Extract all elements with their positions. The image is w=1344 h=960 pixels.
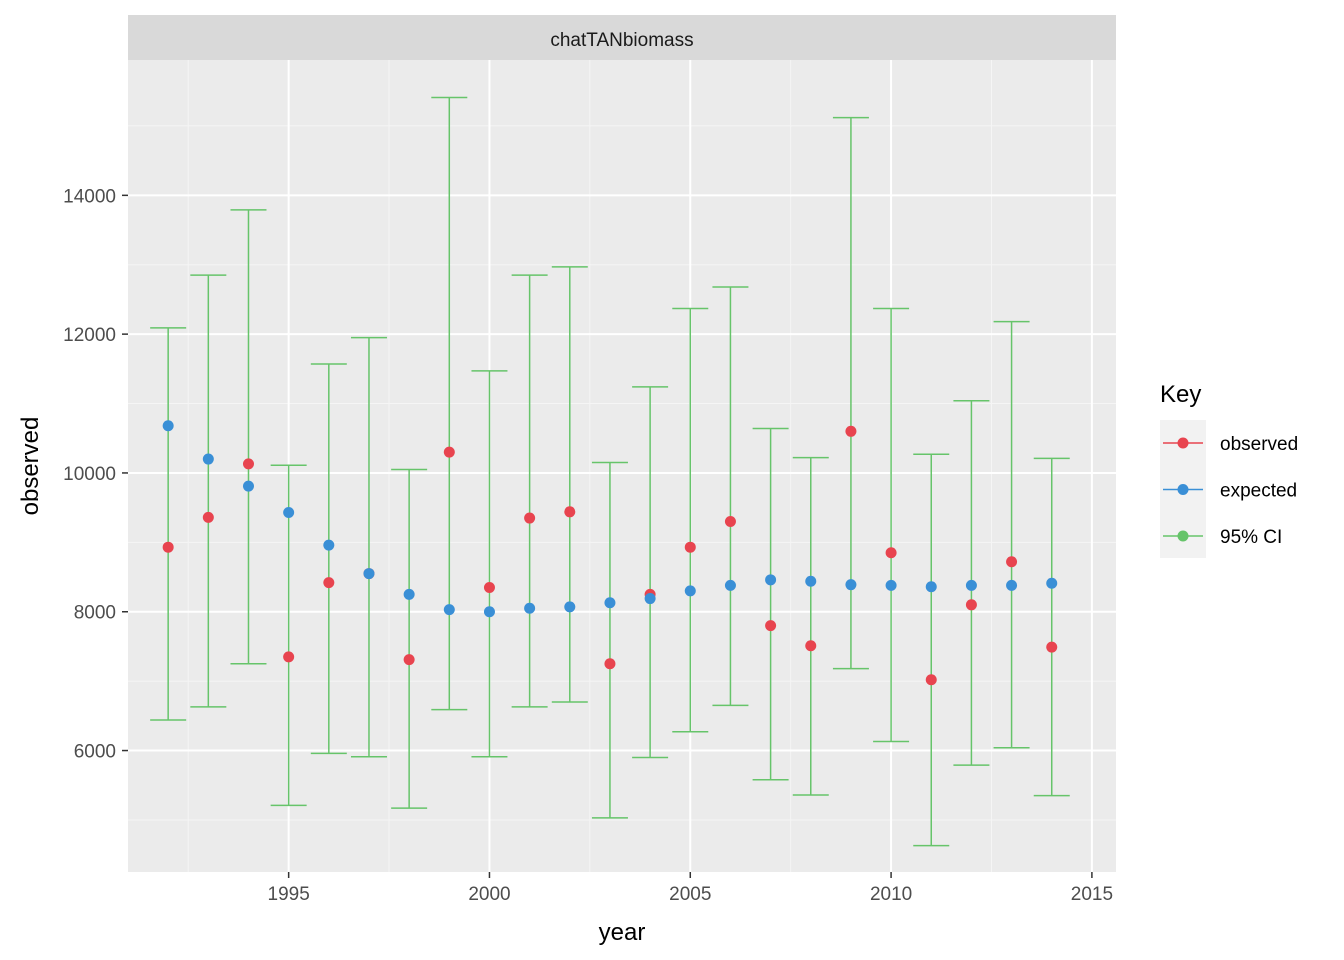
ci-error-bar <box>832 116 869 670</box>
ci-error-bar <box>1033 457 1070 797</box>
expected-point <box>1006 579 1018 591</box>
ci-error-bar <box>471 370 508 758</box>
x-axis-title: year <box>599 919 646 946</box>
expected-point <box>283 506 295 518</box>
observed-point <box>483 581 495 593</box>
ci-error-bar <box>190 274 227 708</box>
ci-error-bar <box>712 286 749 707</box>
observed-point <box>283 651 295 663</box>
expected-point <box>845 579 857 591</box>
ci-error-bar <box>632 386 669 759</box>
ci-error-bar <box>752 427 789 781</box>
observed-point <box>443 446 455 458</box>
expected-point <box>162 420 174 432</box>
y-tick-label: 12000 <box>63 325 116 346</box>
observed-point <box>524 512 536 524</box>
observed-point <box>202 511 214 523</box>
x-tick-label: 2010 <box>870 884 912 905</box>
expected-point <box>765 574 777 586</box>
expected-point <box>363 568 375 580</box>
expected-point <box>564 601 576 613</box>
observed-point <box>403 654 415 666</box>
expected-point <box>443 604 455 616</box>
y-tick-label: 6000 <box>74 742 116 763</box>
observed-point <box>564 506 576 518</box>
observed-point <box>604 658 616 670</box>
legend: Key observed expected 95% CI <box>1160 381 1298 558</box>
expected-point <box>1046 577 1058 589</box>
ci-error-bar <box>230 209 267 665</box>
expected-point <box>965 579 977 591</box>
x-axis: 1995 2000 2005 2010 2015 <box>268 872 1113 905</box>
ci-error-bar <box>270 464 307 807</box>
y-axis-title: observed <box>17 417 44 516</box>
y-axis: 6000 8000 10000 12000 14000 <box>63 186 128 763</box>
x-tick-label: 2000 <box>468 884 510 905</box>
legend-label: observed <box>1220 434 1298 455</box>
observed-point <box>684 541 696 553</box>
legend-title: Key <box>1160 381 1201 408</box>
expected-point <box>724 579 736 591</box>
y-tick-label: 8000 <box>74 603 116 624</box>
ci-error-bars <box>150 96 1070 847</box>
observed-point <box>885 547 897 559</box>
legend-item: observed <box>1163 434 1298 455</box>
expected-point <box>805 575 817 587</box>
ci-error-bar <box>551 266 588 703</box>
ci-error-bar <box>873 307 910 743</box>
expected-point <box>925 581 937 593</box>
expected-point <box>524 602 536 614</box>
legend-key-point <box>1177 437 1189 449</box>
facet-strip: chatTANbiomass <box>128 15 1116 60</box>
expected-point <box>323 539 335 551</box>
legend-item: expected <box>1163 481 1297 502</box>
expected-point <box>604 597 616 609</box>
observed-point <box>925 674 937 686</box>
observed-point <box>323 577 335 589</box>
observed-point <box>1046 641 1058 653</box>
legend-label: 95% CI <box>1220 527 1282 548</box>
observed-point <box>965 599 977 611</box>
legend-key-point <box>1177 530 1189 542</box>
facet-strip-title: chatTANbiomass <box>550 30 693 51</box>
expected-point <box>684 585 696 597</box>
facet-strip-background <box>128 15 1116 60</box>
x-tick-label: 1995 <box>268 884 310 905</box>
expected-points <box>162 420 1058 618</box>
ci-error-bar <box>150 327 187 721</box>
expected-point <box>644 593 656 605</box>
ci-error-bar <box>511 274 548 708</box>
y-tick-label: 14000 <box>63 186 116 207</box>
observed-point <box>1006 556 1018 568</box>
observed-point <box>724 516 736 528</box>
ci-error-bar <box>591 461 628 819</box>
observed-point <box>242 458 254 470</box>
ci-error-bar <box>792 456 829 796</box>
observed-point <box>805 640 817 652</box>
ci-error-bar <box>672 307 709 733</box>
legend-item: 95% CI <box>1163 527 1282 548</box>
observed-point <box>765 620 777 632</box>
observed-point <box>162 541 174 553</box>
x-tick-label: 2015 <box>1071 884 1113 905</box>
expected-point <box>202 453 214 465</box>
legend-key-point <box>1177 484 1189 495</box>
expected-point <box>403 588 415 600</box>
ci-error-bar <box>391 468 428 809</box>
legend-label: expected <box>1220 481 1297 502</box>
observed-point <box>845 425 857 437</box>
ci-error-bar <box>350 336 387 758</box>
ci-error-bar <box>913 453 950 847</box>
expected-point <box>242 480 254 492</box>
ci-error-bar <box>993 320 1030 749</box>
expected-point <box>483 606 495 618</box>
x-tick-label: 2005 <box>669 884 711 905</box>
y-tick-label: 10000 <box>63 464 116 485</box>
ci-error-bar <box>310 363 347 755</box>
expected-point <box>885 579 897 591</box>
